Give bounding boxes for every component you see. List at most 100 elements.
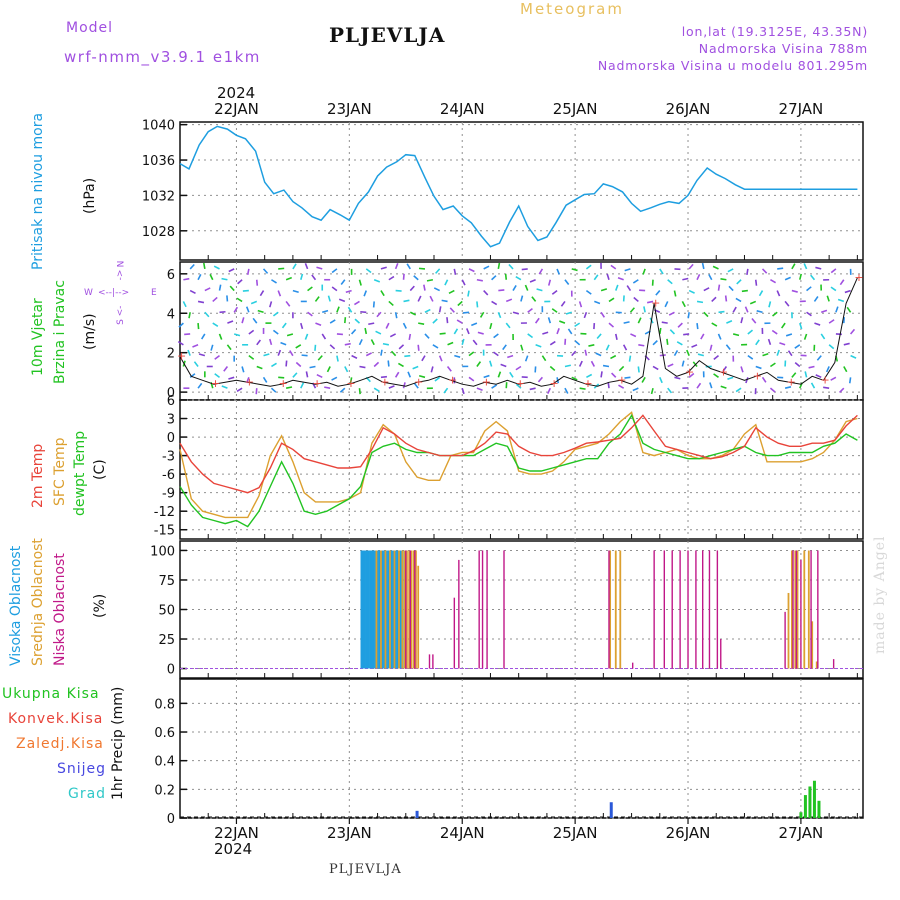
wind-arrow: [204, 311, 210, 318]
top-date-label: 24JAN: [440, 100, 485, 118]
legend-zaledj-kisa: Zaledj.Kisa: [16, 736, 104, 752]
wind-gust-marker: +: [211, 377, 220, 390]
wind-arrow: [430, 366, 434, 373]
wind-arrow: [364, 327, 368, 335]
wind-arrow: [713, 355, 720, 361]
rain-bar: [799, 812, 803, 818]
y-tick-label-temperature: 6: [167, 394, 175, 409]
wind-arrow: [688, 263, 694, 270]
wind-arrow: [682, 277, 689, 281]
wind-arrow: [271, 362, 277, 368]
wind-arrow: [637, 366, 640, 373]
wind-gust-marker: +: [651, 296, 660, 309]
wind-arrow: [388, 385, 395, 389]
wind-arrow: [768, 301, 772, 308]
wind-arrow: [547, 279, 552, 286]
wind-arrow: [351, 328, 357, 335]
wind-arrow: [700, 333, 705, 340]
wind-arrow: [331, 376, 338, 381]
wind-arrow: [322, 309, 329, 314]
wind-arrow: [389, 333, 396, 338]
wind-arrow: [278, 376, 285, 379]
wind-arrow: [816, 355, 822, 361]
wind-arrow: [803, 263, 808, 270]
bottom-date-label: 27JAN: [779, 824, 824, 842]
wind-arrow: [779, 342, 786, 346]
wind-arrow: [471, 322, 478, 327]
wind-gust-marker: +: [177, 350, 186, 363]
wind-arrow: [256, 339, 262, 346]
wind-gust-marker: +: [245, 375, 254, 388]
wind-arrow: [650, 387, 654, 395]
compass-rose: N -> W <--|--> E <- S: [84, 261, 164, 326]
y-tick-label-wind: 0: [167, 386, 175, 401]
wind-arrow: [380, 349, 383, 356]
wind-arrow: [493, 333, 499, 339]
wind-arrow: [529, 279, 536, 283]
wind-arrow: [722, 366, 728, 372]
wind-arrow: [198, 353, 206, 357]
wind-arrow: [197, 382, 203, 389]
wind-arrow: [472, 339, 478, 346]
wind-arrow: [188, 312, 191, 319]
wind-arrow: [497, 311, 502, 319]
wind-arrow: [385, 322, 390, 329]
wind-arrow: [461, 387, 465, 395]
wind-arrow: [559, 320, 566, 324]
wind-arrow: [632, 387, 639, 392]
wind-arrow: [467, 290, 470, 297]
wind-arrow: [623, 321, 630, 324]
wind-arrow: [444, 279, 449, 286]
wind-arrow: [515, 365, 522, 371]
wind-arrow: [326, 366, 331, 373]
wind-arrow: [642, 268, 646, 275]
wind-arrow: [349, 377, 353, 384]
wind-arrow: [615, 284, 619, 291]
wind-arrow: [771, 329, 778, 335]
wind-arrow: [347, 306, 353, 313]
wind-arrow: [515, 383, 522, 389]
wind-arrow: [761, 268, 768, 274]
wind-arrow: [605, 344, 610, 351]
wind-arrow: [423, 284, 426, 291]
wind-arrow: [725, 344, 731, 350]
wind-arrow: [256, 365, 263, 370]
wind-arrow: [825, 366, 830, 373]
wind-arrow: [281, 322, 287, 329]
wind-arrow: [394, 371, 400, 378]
wind-arrow: [491, 384, 498, 389]
wind-arrow: [696, 323, 699, 330]
wind-arrow: [799, 322, 803, 330]
wind-arrow: [241, 317, 245, 324]
legend-grad: Grad: [68, 786, 107, 802]
wind-arrow: [434, 376, 441, 382]
wind-arrow: [638, 344, 645, 347]
wind-arrow: [735, 297, 742, 303]
wind-arrow: [435, 268, 441, 274]
wind-arrow: [508, 263, 514, 270]
wind-arrow: [446, 365, 452, 372]
wind-arrow: [403, 299, 410, 303]
wind-arrow: [193, 361, 199, 367]
wind-arrow: [269, 301, 273, 308]
wind-arrow: [776, 349, 780, 356]
legend-ukupna-kisa: Ukupna Kisa: [2, 686, 100, 702]
wind-arrow: [688, 372, 695, 378]
wind-arrow: [567, 328, 573, 335]
wind-arrow: [314, 296, 320, 302]
wind-arrow: [787, 350, 793, 357]
wind-arrow: [536, 288, 543, 292]
wind-arrow: [755, 365, 762, 370]
wind-arrow: [784, 276, 791, 281]
wind-arrow: [365, 352, 372, 357]
wind-arrow: [828, 344, 835, 350]
rain-bar: [803, 795, 807, 818]
wind-arrow: [228, 376, 235, 380]
wind-arrow: [236, 297, 243, 303]
y-tick-label-temperature: 3: [167, 413, 175, 428]
top-date-label: 22JAN: [214, 100, 259, 118]
wind-arrow: [498, 289, 505, 292]
y-tick-label-temperature: -6: [162, 468, 175, 483]
wind-arrow: [316, 266, 323, 270]
wind-arrow: [213, 265, 220, 270]
